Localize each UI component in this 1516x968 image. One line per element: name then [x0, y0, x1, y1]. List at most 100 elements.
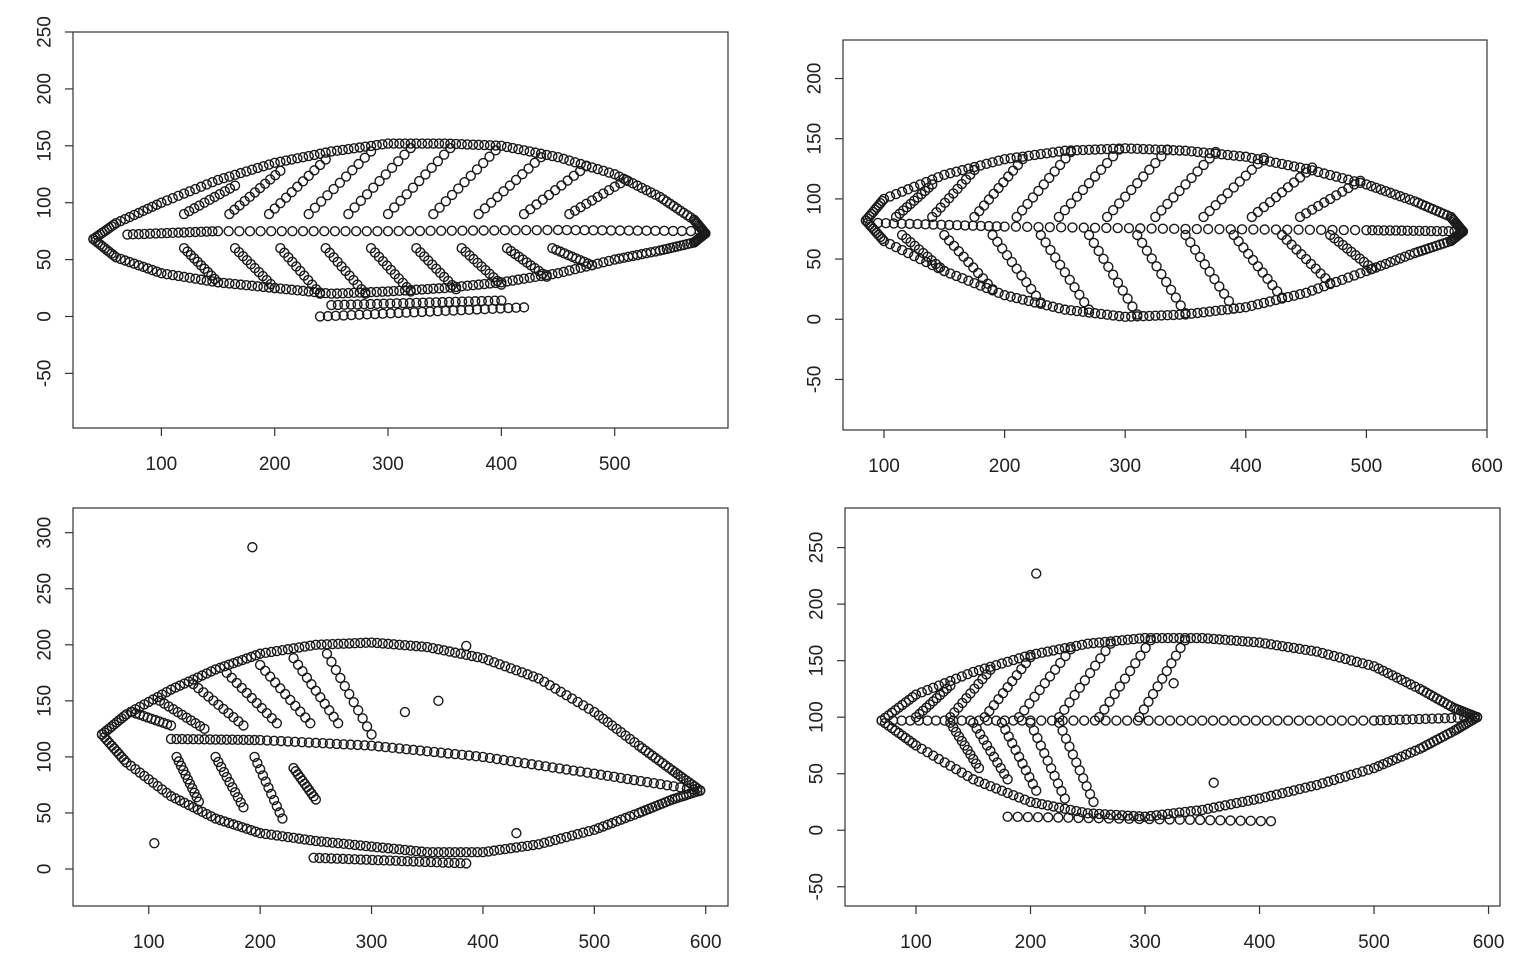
data-point [246, 164, 258, 175]
data-point [377, 139, 388, 150]
data-point [348, 696, 359, 708]
data-point [1229, 715, 1240, 726]
data-point [1231, 635, 1242, 646]
data-point [310, 685, 322, 696]
data-point [438, 846, 450, 858]
data-point [1387, 755, 1398, 766]
data-point [1006, 256, 1018, 268]
data-point [467, 139, 479, 150]
data-point [473, 279, 484, 290]
data-point [1192, 146, 1203, 158]
data-point [1375, 715, 1386, 726]
data-point [305, 640, 316, 651]
data-point [547, 150, 558, 162]
data-point [309, 202, 321, 214]
data-point [473, 139, 484, 151]
data-point [489, 225, 500, 236]
data-point [1025, 283, 1037, 295]
data-point [1005, 291, 1016, 302]
data-point [1156, 632, 1168, 644]
data-point [246, 692, 257, 704]
data-point [433, 644, 444, 655]
data-point [405, 142, 416, 154]
data-point [1380, 258, 1391, 270]
data-point [1246, 211, 1258, 223]
data-point [1180, 308, 1191, 319]
data-point [1120, 311, 1131, 323]
data-point [1323, 649, 1334, 660]
data-point [449, 748, 461, 760]
data-point [1053, 146, 1065, 157]
data-point [555, 686, 567, 698]
data-point [1375, 184, 1387, 195]
data-point [224, 183, 236, 194]
data-point [1394, 191, 1406, 202]
data-point [428, 283, 439, 294]
data-point [1277, 640, 1288, 652]
data-point [1191, 223, 1203, 235]
data-point [466, 650, 477, 662]
data-point [484, 752, 496, 764]
data-point [349, 839, 361, 851]
data-point [1174, 632, 1185, 644]
data-point [443, 857, 454, 868]
data-point [192, 256, 203, 268]
data-point [1394, 253, 1406, 264]
data-point [1151, 261, 1162, 272]
data-point [393, 225, 404, 237]
data-point [1120, 191, 1131, 202]
data-point [207, 226, 218, 237]
data-point [510, 174, 522, 186]
data-point [472, 651, 483, 663]
data-point [316, 836, 327, 847]
data-point [1001, 250, 1013, 261]
data-point [1260, 792, 1271, 803]
x-tick-label: 200 [989, 456, 1021, 477]
data-point [171, 733, 182, 745]
data-point [353, 158, 364, 170]
data-point [1095, 653, 1106, 664]
data-point [908, 181, 920, 193]
data-point [505, 663, 516, 674]
data-point [1179, 806, 1191, 818]
data-point [647, 750, 658, 761]
data-point [199, 197, 210, 208]
data-point [1368, 715, 1380, 726]
data-point [993, 155, 1004, 166]
data-point [277, 831, 288, 842]
data-point [1019, 794, 1030, 805]
data-point [1351, 656, 1363, 668]
data-point [440, 196, 452, 207]
data-point [437, 296, 448, 308]
data-point [1191, 632, 1202, 644]
data-point [193, 796, 205, 807]
data-point [1248, 794, 1260, 805]
data-point [1306, 165, 1318, 176]
data-point [1008, 654, 1019, 666]
data-point [1235, 815, 1246, 826]
data-point [338, 638, 349, 649]
data-point [366, 740, 377, 751]
x-tick-label: 600 [1473, 932, 1505, 953]
data-point [1340, 771, 1351, 782]
data-point [1083, 304, 1095, 315]
data-point [1258, 297, 1270, 309]
x-tick-label: 300 [356, 932, 388, 953]
data-point [956, 671, 968, 682]
data-point [471, 164, 483, 175]
data-point [271, 645, 283, 657]
data-point [261, 707, 273, 719]
data-point [615, 772, 626, 784]
y-tick-label: 0 [35, 311, 56, 322]
data-point [317, 738, 329, 749]
data-point [1210, 146, 1221, 158]
data-point [997, 688, 1009, 699]
data-point [922, 715, 933, 726]
data-point [277, 644, 288, 656]
data-point [990, 783, 1002, 794]
data-point [280, 688, 291, 700]
data-point [890, 241, 902, 253]
data-point [1349, 270, 1360, 281]
data-point [301, 672, 313, 683]
data-point [1317, 778, 1328, 789]
